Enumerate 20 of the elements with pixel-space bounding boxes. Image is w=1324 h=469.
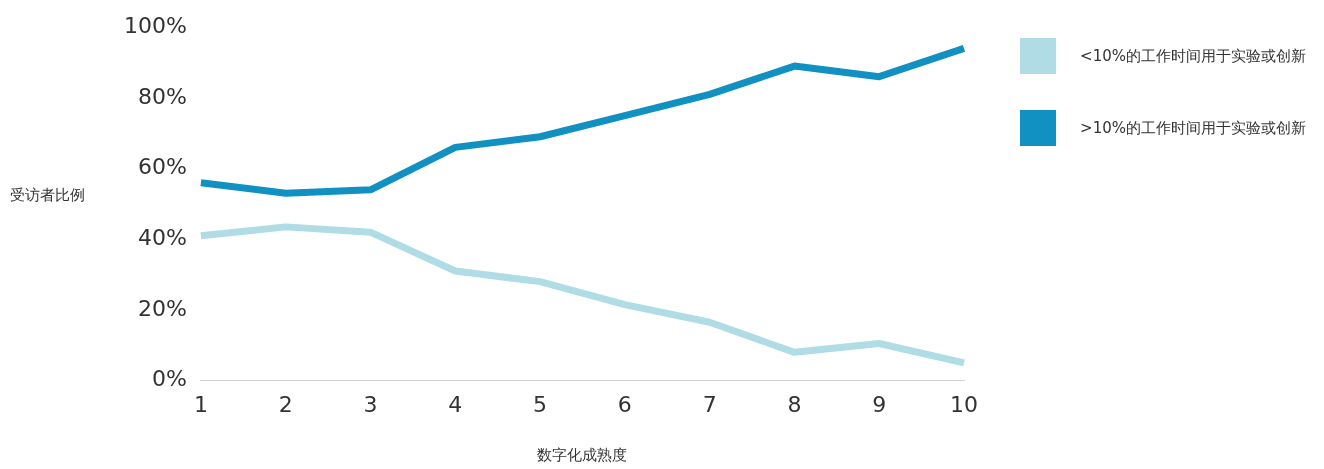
y-axis-title: 受访者比例 [10, 186, 85, 205]
legend-label: >10%的工作时间用于实验或创新 [1080, 118, 1306, 138]
x-tick-label: 3 [363, 391, 378, 417]
y-tick-label: 20% [137, 295, 187, 321]
x-tick-label: 4 [448, 391, 463, 417]
x-tick-label: 10 [950, 391, 978, 417]
y-tick-label: 0% [151, 366, 187, 392]
x-tick-label: 6 [617, 391, 632, 417]
x-axis-title: 数字化成熟度 [537, 445, 628, 464]
legend-label: <10%的工作时间用于实验或创新 [1080, 46, 1306, 66]
x-tick-label: 1 [193, 391, 208, 417]
y-tick-label: 60% [137, 154, 187, 180]
x-tick-label: 2 [278, 391, 293, 417]
y-tick-label: 80% [137, 83, 187, 109]
y-tick-label: 40% [137, 224, 187, 250]
y-tick-label: 100% [123, 12, 187, 38]
x-tick-label: 8 [787, 391, 802, 417]
x-tick-label: 5 [533, 391, 548, 417]
x-tick-label: 7 [702, 391, 717, 417]
x-tick-label: 9 [872, 391, 887, 417]
